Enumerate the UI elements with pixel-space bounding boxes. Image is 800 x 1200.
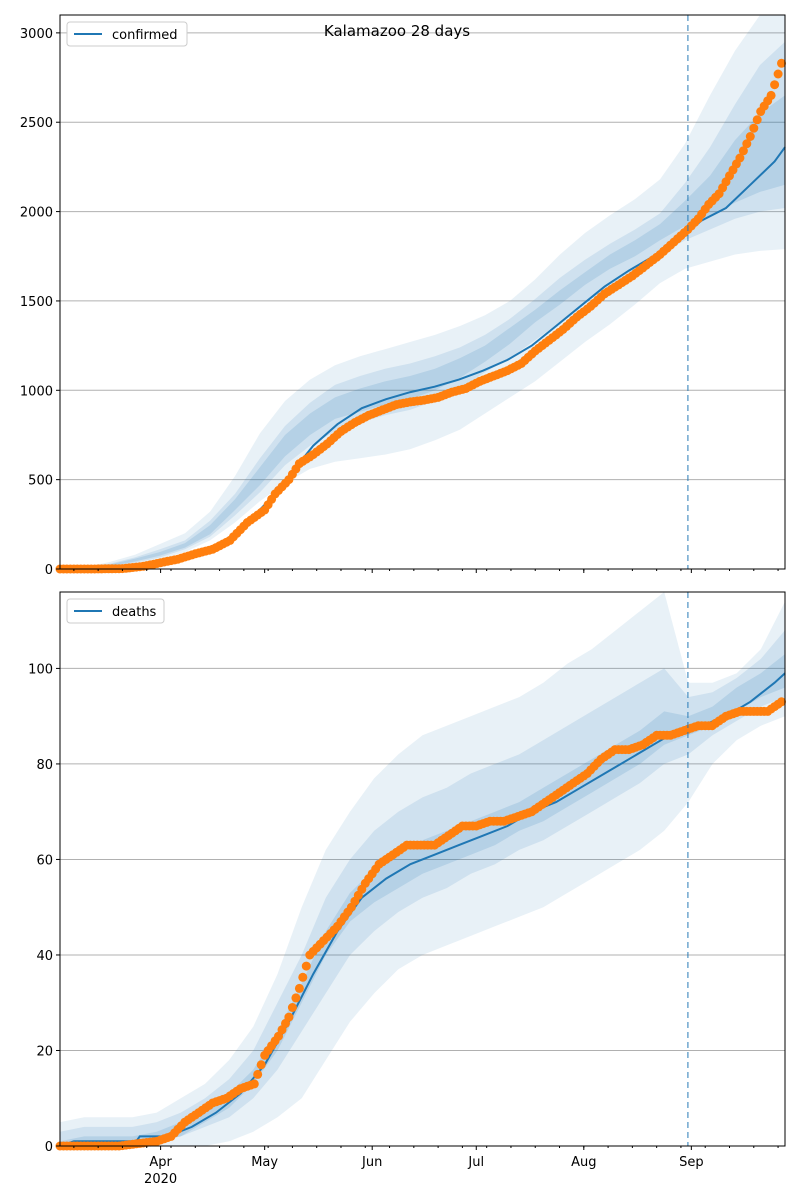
y-tick-label: 1000 (20, 384, 53, 399)
x-tick-label: Sep (679, 1155, 704, 1170)
observed-point (752, 115, 762, 125)
observed-point (291, 993, 301, 1003)
x-tick-label: Aug (571, 1155, 596, 1170)
confirmed-axes: 0 500 1000 1500 2000 2500 3000 (20, 14, 786, 578)
plot-frame (59, 14, 786, 570)
x-tick-label: Jun (361, 1155, 382, 1170)
legend-label-deaths: deaths (112, 605, 157, 620)
confirmed-panel: 0 500 1000 1500 2000 2500 3000 Kalamazoo 28 da… (20, 14, 786, 578)
confirmed-observed-points (55, 58, 786, 574)
observed-point (766, 90, 776, 100)
uncertainty-band-0 (60, 15, 785, 569)
x-tick-label: May (251, 1155, 278, 1170)
uncertainty-band-1 (60, 630, 785, 1146)
chart-title: Kalamazoo 28 days (324, 22, 470, 40)
confirmed-uncertainty-bands (60, 15, 785, 570)
observed-point (773, 69, 783, 79)
uncertainty-band-0 (60, 592, 785, 1146)
y-tick-label: 3000 (20, 27, 53, 42)
deaths-legend: deaths (66, 598, 165, 624)
deaths-uncertainty-bands (60, 592, 785, 1146)
confirmed-gridlines (60, 32, 785, 570)
y-tick-label: 500 (28, 474, 53, 489)
legend-box (66, 598, 165, 624)
observed-point (749, 123, 759, 133)
x-year-label: 2020 (144, 1172, 177, 1187)
y-tick-label: 2500 (20, 116, 53, 131)
observed-point (301, 961, 311, 971)
deaths-panel: 0 20 40 60 80 100 Apr 2020 May Jun Jul Aug Sep death… (28, 591, 786, 1187)
observed-point (298, 972, 308, 982)
observed-point (256, 1060, 266, 1070)
y-tick-label: 20 (36, 1044, 53, 1059)
observed-point (284, 1012, 294, 1022)
observed-point (738, 146, 748, 156)
deaths-axes: 0 20 40 60 80 100 Apr 2020 May Jun Jul Aug Sep (28, 591, 786, 1187)
y-tick-label: 2000 (20, 206, 53, 221)
legend-box (66, 21, 188, 47)
observed-point (253, 1069, 263, 1079)
x-tick-label: Jul (467, 1155, 484, 1170)
uncertainty-band-1 (60, 41, 785, 570)
observed-point (287, 1003, 297, 1012)
y-tick-label: 0 (45, 1140, 53, 1155)
y-tick-label: 0 (45, 563, 53, 578)
y-tick-label: 40 (36, 949, 53, 964)
observed-point (770, 80, 780, 90)
legend-label-confirmed: confirmed (112, 28, 178, 43)
uncertainty-band-2 (60, 654, 785, 1146)
x-tick-label: Apr (149, 1155, 172, 1170)
observed-point (294, 983, 304, 993)
y-tick-label: 100 (28, 662, 53, 677)
observed-point (742, 139, 752, 149)
observed-point (777, 697, 786, 707)
y-tick-label: 1500 (20, 295, 53, 310)
y-tick-label: 80 (36, 758, 53, 773)
observed-point (745, 132, 755, 141)
observed-point (735, 153, 745, 163)
confirmed-legend: confirmed (66, 21, 188, 47)
observed-point (777, 58, 786, 68)
y-tick-label: 60 (36, 853, 53, 868)
observed-point (249, 1079, 259, 1089)
plot-frame (59, 591, 786, 1147)
